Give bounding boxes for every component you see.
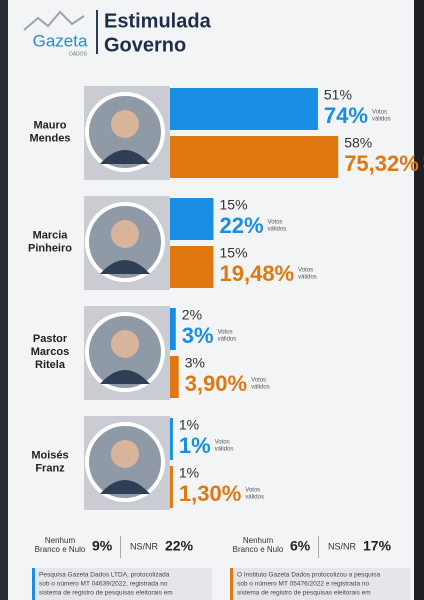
value-label: 15% <box>220 197 248 213</box>
bar <box>170 198 214 240</box>
note-box <box>230 568 410 600</box>
bar <box>170 356 179 398</box>
bar <box>170 418 173 460</box>
valid-caption: Votos <box>298 268 313 274</box>
value-label: 3% <box>185 355 205 371</box>
bar <box>170 88 318 130</box>
candidate-name: Marcos <box>31 346 70 358</box>
photo-body <box>100 370 150 384</box>
bar <box>170 136 339 178</box>
valid-label: 74% <box>324 103 368 128</box>
valid-label: 22% <box>220 213 264 238</box>
nsnr-value: 22% <box>165 538 194 554</box>
note-box <box>32 568 212 600</box>
candidate-name: Ritela <box>35 359 66 371</box>
valid-label: 19,48% <box>220 261 295 286</box>
title: Estimulada <box>104 10 212 32</box>
candidate-name: Moisés <box>31 449 68 461</box>
note: Pesquisa Gazeta Dados LTDA, protocolizad… <box>39 572 170 579</box>
value-label: 1% <box>179 465 199 481</box>
valid-caption: válidos <box>423 165 424 171</box>
valid-caption: Votos <box>251 378 266 384</box>
logo: Gazeta <box>33 31 88 50</box>
blank-label: Nenhum <box>45 536 76 545</box>
blank-label: Branco e Nulo <box>35 545 86 554</box>
candidate-name: Mendes <box>30 132 71 144</box>
divider <box>96 10 98 54</box>
nsnr-value: 17% <box>363 538 392 554</box>
logo-sub: DADOS <box>69 51 87 57</box>
valid-caption: Votos <box>245 488 260 494</box>
note-bar <box>230 568 233 600</box>
nsnr-label: NS/NR <box>130 541 159 551</box>
photo-head <box>111 440 139 468</box>
valid-label: 3% <box>182 323 214 348</box>
valid-caption: válidos <box>218 337 237 343</box>
photo-head <box>111 110 139 138</box>
value-label: 2% <box>182 307 202 323</box>
photo-body <box>100 260 150 274</box>
candidate-name: Marcia <box>33 229 69 241</box>
valid-caption: válidos <box>268 227 287 233</box>
logo-mark <box>23 10 85 31</box>
blank-label: Nenhum <box>243 536 274 545</box>
valid-caption: válidos <box>298 275 317 281</box>
valid-label: 3,90% <box>185 371 247 396</box>
blank-value: 6% <box>290 538 311 554</box>
valid-label: 1,30% <box>179 481 241 506</box>
valid-caption: Votos <box>268 220 283 226</box>
note: sistema de registro de pesquisas eleitor… <box>39 590 173 597</box>
valid-caption: válidos <box>251 385 270 391</box>
value-label: 1% <box>179 417 199 433</box>
sep <box>120 536 121 558</box>
valid-caption: válidos <box>372 117 391 123</box>
candidate-name: Mauro <box>34 119 67 131</box>
blank-label: Branco e Nulo <box>233 545 284 554</box>
photo-head <box>111 220 139 248</box>
bar <box>170 246 214 288</box>
valid-caption: válidos <box>215 447 234 453</box>
value-label: 51% <box>324 87 352 103</box>
chart: MauroMendes51%74%Votosválidos58%75,32%Vo… <box>28 86 424 510</box>
subtitle: Governo <box>104 34 186 56</box>
bar <box>170 466 173 508</box>
photo-body <box>100 150 150 164</box>
note: O Instituto Gazeta Dados protocolizou a … <box>237 572 380 579</box>
valid-caption: Votos <box>423 158 424 164</box>
value-label: 58% <box>344 135 372 151</box>
screen-edge <box>414 0 424 600</box>
valid-caption: válidos <box>245 495 264 501</box>
sep <box>318 536 319 558</box>
valid-label: 1% <box>179 433 211 458</box>
bar <box>170 308 176 350</box>
photo-body <box>100 480 150 494</box>
nsnr-label: NS/NR <box>328 541 357 551</box>
candidate-name: Pastor <box>33 333 68 345</box>
valid-caption: Votos <box>215 440 230 446</box>
candidate-name: Pinheiro <box>28 242 72 254</box>
note-bar <box>32 568 35 600</box>
candidate-name: Franz <box>35 462 65 474</box>
note: sob o número MT 05476/2022 e registrada … <box>237 581 370 588</box>
valid-caption: Votos <box>372 110 387 116</box>
valid-label: 75,32% <box>344 151 419 176</box>
note: sistema de registro de pesquisas eleitor… <box>237 590 371 597</box>
photo-head <box>111 330 139 358</box>
blank-value: 9% <box>92 538 113 554</box>
valid-caption: Votos <box>218 330 233 336</box>
value-label: 15% <box>220 245 248 261</box>
note: sob o número MT 04639/2022, registrada n… <box>39 581 168 588</box>
